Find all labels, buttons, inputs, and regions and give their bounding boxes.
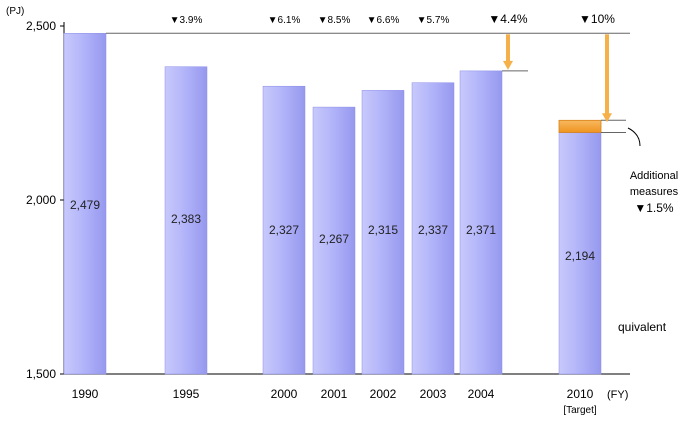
arrow-head <box>503 60 513 70</box>
reduction-label-2001: ▼8.5% <box>318 15 351 26</box>
x-tick-sublabel: [Target] <box>563 405 597 416</box>
x-unit-label: (FY) <box>607 389 628 401</box>
x-tick-label: 2000 <box>271 387 298 401</box>
value-label-2002: 2,315 <box>368 223 398 237</box>
y-tick-label: 1,500 <box>26 367 56 381</box>
bars <box>63 33 602 375</box>
annotation-callout-line <box>627 127 641 147</box>
y-unit-label: (PJ) <box>6 6 24 17</box>
reduction-arrows <box>503 34 612 123</box>
value-label-2010: 2,194 <box>565 249 595 263</box>
x-tick-label: 1995 <box>173 387 200 401</box>
bar-2002 <box>361 90 405 375</box>
x-axis: 1990 1995 2000 2001 2002 2003 2004 2010 [Target] <box>72 387 597 416</box>
value-label-1990: 2,479 <box>70 198 100 212</box>
bar-1990 <box>63 33 107 375</box>
bar-2004 <box>459 70 503 375</box>
value-label-2001: 2,267 <box>319 232 349 246</box>
y-tick-label: 2,500 <box>26 19 56 33</box>
x-tick-label: 2002 <box>370 387 397 401</box>
quivalent-note: quivalent <box>618 320 667 334</box>
x-tick-label: 2004 <box>468 387 495 401</box>
y-axis: 1,500 2,000 2,500 <box>26 19 64 381</box>
value-label-1995: 2,383 <box>171 212 201 226</box>
reduction-label-1995: ▼3.9% <box>170 15 203 26</box>
x-tick-label: 1990 <box>72 387 99 401</box>
labels: ▼3.9% ▼6.1% ▼8.5% ▼6.6% ▼5.7% ▼4.4% ▼10% 2,479 2… <box>70 12 615 263</box>
additional-measures-line-2: measures <box>630 186 679 198</box>
additional-measures-line-3: ▼1.5% <box>634 201 674 215</box>
arrow-head <box>602 113 612 123</box>
y-tick-label: 2,000 <box>26 193 56 207</box>
bar-1995 <box>164 66 208 375</box>
additional-measures-annotation: Additional measures ▼1.5% <box>627 127 679 215</box>
value-label-2004: 2,371 <box>466 223 496 237</box>
additional-measures-box <box>558 119 602 133</box>
reduction-label-2003: ▼5.7% <box>417 15 450 26</box>
reduction-label-2004: ▼4.4% <box>488 12 528 26</box>
value-label-2000: 2,327 <box>269 223 299 237</box>
reduction-arrow-2004 <box>503 34 513 70</box>
reduction-label-2010: ▼10% <box>579 12 615 26</box>
arrow-shaft <box>605 34 609 115</box>
x-tick-label: 2001 <box>321 387 348 401</box>
arrow-shaft <box>506 34 510 62</box>
reduction-arrow-2010 <box>602 34 612 123</box>
reference-lines <box>106 32 630 133</box>
reduction-label-2000: ▼6.1% <box>268 15 301 26</box>
value-label-2003: 2,337 <box>418 223 448 237</box>
additional-measures-line-1: Additional <box>630 170 678 182</box>
bar-2001 <box>312 106 356 375</box>
bar-2000 <box>262 85 306 375</box>
reduction-label-2002: ▼6.6% <box>367 15 400 26</box>
x-tick-label: 2010 <box>567 387 594 401</box>
bar-2003 <box>411 82 455 375</box>
x-tick-label: 2003 <box>420 387 447 401</box>
bar-2010 <box>558 132 602 375</box>
